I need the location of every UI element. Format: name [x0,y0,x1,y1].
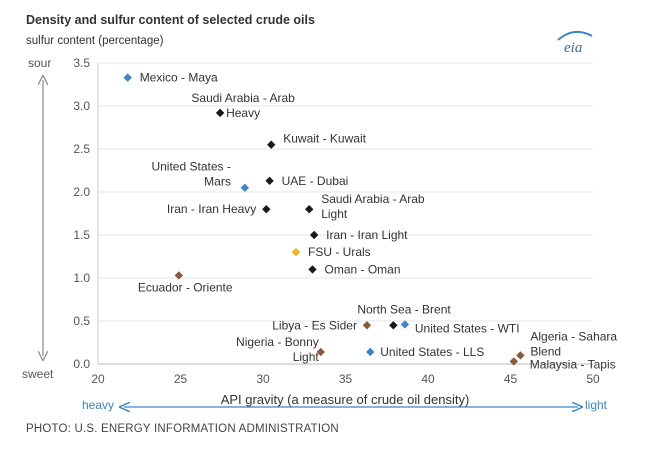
data-point-marker [316,347,325,357]
x-tick-label: 50 [586,372,600,386]
x-tick-label: 25 [174,372,188,386]
x-tick-label: 40 [421,372,435,386]
data-point-marker [308,265,317,274]
y-axis-title: sulfur content (percentage) [26,35,164,47]
data-point-marker [305,205,314,214]
plot-area [97,62,593,365]
data-point-marker [123,73,132,82]
x-tick-label: 20 [91,372,105,386]
data-point-label: Nigeria - Bonny Light [236,335,319,364]
data-point-label: United States - WTI [415,321,520,335]
data-point-marker [265,176,274,186]
photo-credit: PHOTO: U.S. ENERGY INFORMATION ADMINISTR… [26,423,339,435]
y-tick-label: 0.5 [73,314,90,328]
data-point-label: United States -Mars [151,160,230,189]
data-point-marker [516,351,525,360]
data-point-marker [509,357,518,366]
data-point-label: Algeria - Sahara Blend [530,329,617,358]
axis-ticks: 0.0 0.5 1.0 1.5 2.0 2.5 3.0 3.5 20 25 30 35 40 45 50 [73,56,600,386]
data-point-label: United States - LLS [380,345,484,359]
y-tick-label: 3.5 [73,56,90,70]
y-bottom-word: sweet [22,367,54,381]
data-point-marker [262,205,271,214]
data-point-marker [309,230,319,240]
data-point-marker [215,108,225,118]
y-tick-label: 1.5 [73,228,90,242]
data-point-label: Oman - Oman [325,262,401,276]
y-top-word: sour [28,56,51,70]
data-point-marker [174,271,184,280]
data-point-label: Iran - Iran Light [326,228,408,242]
data-point-label: Kuwait - Kuwait [283,132,366,146]
data-point-label: Libya - Es Sider [272,318,357,332]
x-left-word: heavy [82,398,114,412]
data-point-marker [366,347,375,357]
x-tick-label: 30 [256,372,270,386]
eia-logo-text: eia [564,40,582,56]
x-right-word: light [585,398,608,412]
data-point-label: FSU - Urals [308,245,371,259]
y-tick-label: 3.0 [73,99,90,113]
y-tick-label: 2.5 [73,142,90,156]
y-tick-label: 0.0 [73,357,90,371]
data-point-label: Ecuador - Oriente [138,280,233,294]
data-point-label: Saudi Arabia - Arab Light [321,192,425,221]
data-point-label: Mexico - Maya [140,71,218,85]
data-point-marker [267,140,276,149]
data-points: Mexico - Maya Saudi Arabia - Arab Heavy Kuw… [123,71,617,371]
x-tick-label: 35 [339,372,353,386]
y-tick-label: 2.0 [73,185,90,199]
data-point-label: Iran - Iran Heavy [167,202,256,216]
x-tick-label: 45 [504,372,518,386]
data-point-marker [400,320,410,329]
x-axis-title: API gravity (a measure of crude oil dens… [221,392,470,407]
data-point-marker [389,321,398,330]
data-point-marker [362,321,372,330]
y-tick-label: 1.0 [73,271,90,285]
data-point-label: Malaysia - Tapis [530,357,616,371]
eia-logo: eia [557,30,593,56]
data-point-label: UAE - Dubai [282,174,349,188]
data-point-marker [240,183,250,192]
scatter-chart: Density and sulfur content of selected c… [22,13,617,412]
data-point-label: Saudi Arabia - Arab Heavy [191,91,295,120]
data-point-label: North Sea - Brent [357,302,451,316]
chart-title: Density and sulfur content of selected c… [26,13,315,27]
data-point-marker [291,248,301,257]
